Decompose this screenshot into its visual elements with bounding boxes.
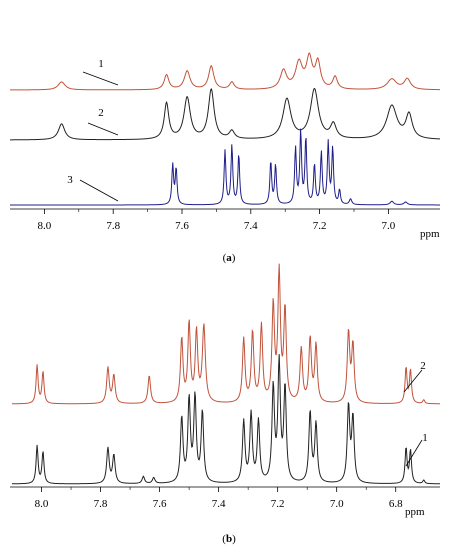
spectrum-trace-a-2 — [10, 87, 441, 141]
curve-label-a-2: 2 — [98, 107, 104, 119]
leader-line-a-3 — [79, 179, 119, 202]
panel-a: 3 2 1 8.0 7.8 7.6 7.4 7.2 7.0 ppm (a) — [10, 52, 441, 264]
panel-a-traces — [10, 52, 441, 206]
leader-line-a-1 — [82, 71, 119, 86]
x-axis-ticks-b: 8.0 7.8 7.6 7.4 7.2 7.0 6.8 — [35, 487, 403, 510]
spectrum-trace-b-2 — [12, 263, 440, 405]
x-tick-label-b-8.0: 8.0 — [35, 498, 49, 510]
leader-line-b-2 — [403, 369, 423, 393]
x-axis-title-b: ppm — [405, 506, 425, 518]
panel-a-leaders — [79, 71, 119, 202]
curve-label-a-3: 3 — [67, 174, 73, 186]
x-tick-label-b-7.2: 7.2 — [271, 498, 285, 510]
x-tick-label-a-8.0: 8.0 — [38, 220, 52, 232]
curve-label-a-1: 1 — [98, 58, 104, 70]
panel-label-a: (a) — [223, 252, 236, 264]
x-axis-title-a: ppm — [420, 228, 440, 240]
leader-line-a-2 — [87, 122, 119, 136]
spectrum-trace-b-1 — [11, 354, 441, 485]
panel-b-leaders — [403, 369, 423, 467]
panel-label-b: (b) — [222, 533, 236, 545]
x-tick-label-a-7.6: 7.6 — [175, 220, 189, 232]
x-tick-label-b-7.0: 7.0 — [330, 498, 344, 510]
x-tick-label-a-7.4: 7.4 — [244, 220, 258, 232]
panel-b: 2 1 8.0 7.8 7.6 7.4 7.2 7.0 6.8 ppm (b) — [10, 263, 441, 545]
x-tick-label-b-7.6: 7.6 — [153, 498, 167, 510]
x-tick-label-a-7.2: 7.2 — [313, 220, 327, 232]
x-tick-label-b-7.4: 7.4 — [212, 498, 226, 510]
spectrum-trace-a-1 — [10, 128, 440, 206]
curve-label-b-1: 1 — [422, 432, 428, 444]
x-tick-label-b-7.8: 7.8 — [94, 498, 108, 510]
x-tick-label-a-7.0: 7.0 — [382, 220, 396, 232]
panel-b-traces — [11, 263, 441, 485]
spectrum-trace-a-3 — [10, 52, 441, 91]
x-tick-label-b-6.8: 6.8 — [389, 498, 403, 510]
curve-label-b-2: 2 — [420, 360, 426, 372]
x-tick-label-a-7.8: 7.8 — [106, 220, 120, 232]
leader-line-b-1 — [405, 439, 423, 467]
x-axis-ticks-a: 8.0 7.8 7.6 7.4 7.2 7.0 — [38, 209, 396, 232]
